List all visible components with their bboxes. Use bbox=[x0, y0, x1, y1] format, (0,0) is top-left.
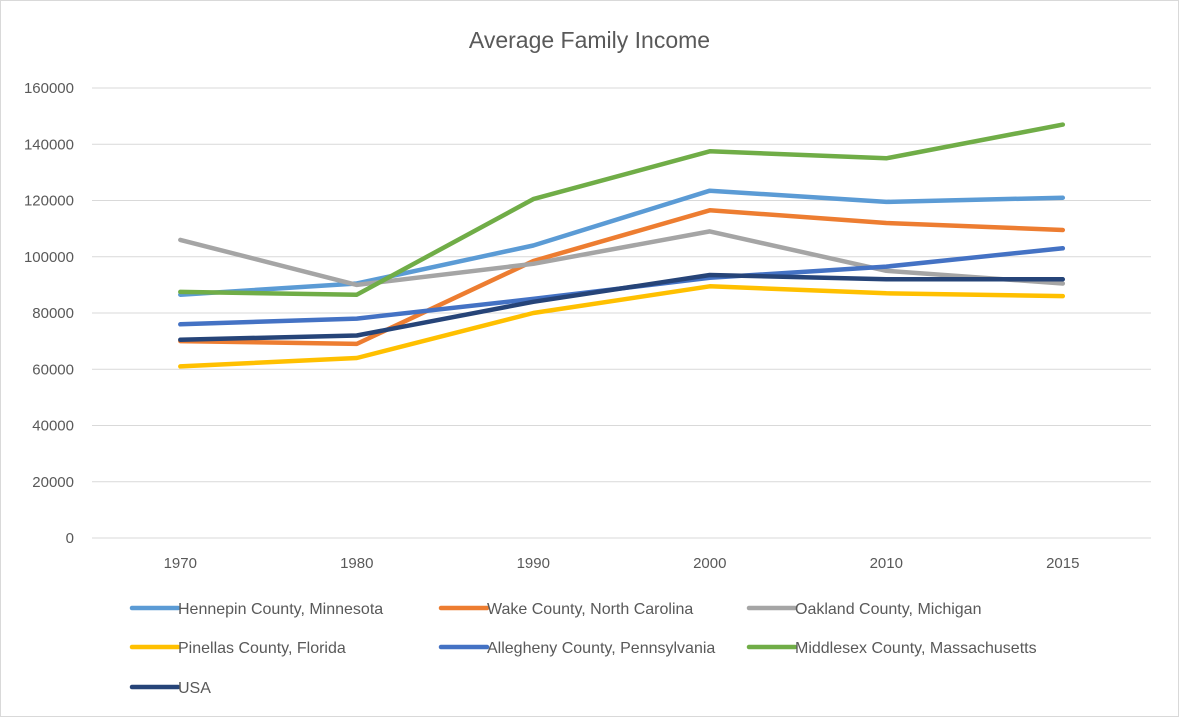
legend-label: USA bbox=[178, 680, 211, 697]
y-tick-label: 80000 bbox=[32, 305, 74, 322]
gridlines bbox=[92, 87, 1151, 539]
x-tick-label: 1970 bbox=[164, 555, 197, 572]
series-line-6 bbox=[178, 122, 1066, 297]
x-tick-label: 1990 bbox=[517, 555, 550, 572]
x-tick-label: 2000 bbox=[693, 555, 726, 572]
legend-label: Pinellas County, Florida bbox=[178, 640, 346, 657]
y-tick-label: 100000 bbox=[24, 249, 74, 266]
legend-item: Allegheny County, Pennsylvania bbox=[438, 640, 715, 657]
legend-label: Hennepin County, Minnesota bbox=[178, 601, 383, 618]
legend: Hennepin County, Minnesota Wake County, N… bbox=[129, 601, 1037, 697]
legend-item: Pinellas County, Florida bbox=[129, 640, 346, 657]
series-line-7 bbox=[178, 272, 1066, 342]
x-tick-label: 1980 bbox=[340, 555, 373, 572]
y-axis: 0 20000 40000 60000 80000 100000 120000 140000 1… bbox=[24, 80, 74, 547]
y-tick-label: 60000 bbox=[32, 361, 74, 378]
x-tick-label: 2010 bbox=[870, 555, 903, 572]
legend-label: Wake County, North Carolina bbox=[487, 601, 693, 618]
legend-item: Middlesex County, Massachusetts bbox=[746, 640, 1037, 657]
y-tick-label: 0 bbox=[66, 530, 74, 547]
y-tick-label: 20000 bbox=[32, 474, 74, 491]
legend-item: USA bbox=[129, 680, 211, 697]
legend-label: Oakland County, Michigan bbox=[795, 601, 981, 618]
y-tick-label: 120000 bbox=[24, 193, 74, 210]
y-tick-label: 140000 bbox=[24, 136, 74, 153]
legend-item: Oakland County, Michigan bbox=[746, 601, 981, 618]
chart-title: Average Family Income bbox=[468, 27, 711, 53]
legend-item: Wake County, North Carolina bbox=[438, 601, 693, 618]
y-tick-label: 160000 bbox=[24, 80, 74, 97]
series-line-2 bbox=[178, 208, 1066, 347]
legend-label: Allegheny County, Pennsylvania bbox=[487, 640, 715, 657]
series-line-1 bbox=[178, 188, 1066, 297]
x-axis: 1970 1980 1990 2000 2010 2015 bbox=[164, 555, 1080, 572]
legend-label: Middlesex County, Massachusetts bbox=[795, 640, 1037, 657]
x-tick-label: 2015 bbox=[1046, 555, 1079, 572]
series-line-3 bbox=[178, 229, 1066, 288]
legend-item: Hennepin County, Minnesota bbox=[129, 601, 383, 618]
series-lines bbox=[178, 122, 1066, 369]
y-tick-label: 40000 bbox=[32, 418, 74, 435]
series-line-4 bbox=[178, 284, 1066, 369]
